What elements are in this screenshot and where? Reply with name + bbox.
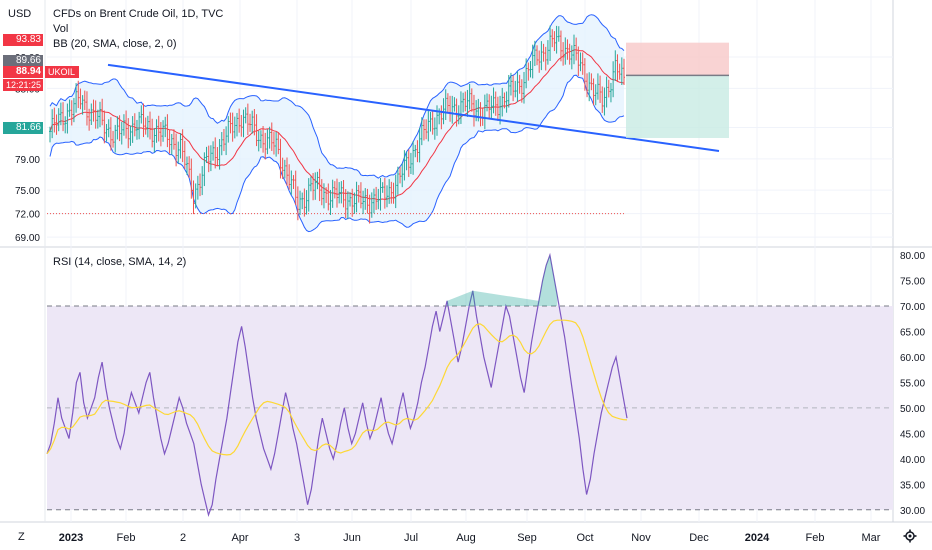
time-tick-label: Dec <box>689 532 709 544</box>
price-tick-label: 79.00 <box>15 155 40 166</box>
time-axis[interactable]: 2023 Feb 2 Apr 3 Jun Jul Aug Sep Oct Nov Dec 2024 Feb… <box>59 532 881 544</box>
rsi-legend[interactable]: RSI (14, close, SMA, 14, 2) <box>53 256 187 268</box>
bollinger-upper-line <box>49 14 625 179</box>
time-tick-label: Feb <box>117 532 136 544</box>
rsi-pane <box>46 252 893 517</box>
rsi-tick-label: 65.00 <box>900 328 925 339</box>
price-tick-label: 75.00 <box>15 186 40 197</box>
price-badge: 88.94 <box>3 66 43 78</box>
time-tick-label: Sep <box>517 532 537 544</box>
rsi-sma-line <box>46 319 628 456</box>
time-tick-label: Feb <box>806 532 825 544</box>
bollinger-legend[interactable]: BB (20, SMA, close, 2, 0) <box>53 38 177 50</box>
stop-loss-zone <box>626 42 729 76</box>
time-tick-label: Jun <box>343 532 361 544</box>
time-tick-label: Nov <box>631 532 651 544</box>
rsi-tick-label: 50.00 <box>900 404 925 415</box>
rsi-tick-label: 40.00 <box>900 455 925 466</box>
take-profit-zone <box>626 75 729 138</box>
rsi-tick-label: 55.00 <box>900 378 925 389</box>
time-tick-label: Oct <box>576 532 593 544</box>
rsi-tick-label: 35.00 <box>900 480 925 491</box>
time-tick-label: Aug <box>456 532 476 544</box>
bollinger-band-fill <box>50 14 624 232</box>
price-tick-label: 72.00 <box>15 210 40 221</box>
time-tick-label: Mar <box>862 532 881 544</box>
trendline <box>107 63 720 152</box>
rsi-tick-label: 80.00 <box>900 251 925 262</box>
time-tick-label: 2 <box>180 532 186 544</box>
rsi-tick-label: 45.00 <box>900 429 925 440</box>
time-tick-label: Jul <box>404 532 418 544</box>
bollinger-lower-line <box>49 74 625 233</box>
volume-legend[interactable]: Vol <box>53 23 69 35</box>
currency-label: USD <box>8 8 32 20</box>
time-tick-label: 2023 <box>59 532 83 544</box>
rsi-overbought-fill <box>447 255 558 306</box>
price-pane <box>47 14 729 233</box>
timezone-toggle[interactable]: Z <box>18 531 25 543</box>
time-tick-label: 2024 <box>745 532 770 544</box>
rsi-axis[interactable]: 80.00 75.00 70.00 65.00 60.00 55.00 50.00 45.00… <box>900 251 925 517</box>
time-tick-label: Apr <box>231 532 248 544</box>
rsi-tick-label: 75.00 <box>900 277 925 288</box>
price-tick-label: 69.00 <box>15 233 40 244</box>
symbol-badge: UKOIL <box>45 66 79 78</box>
bb-basis-badge: 89.66 <box>3 55 43 67</box>
gear-icon[interactable] <box>903 529 917 543</box>
chart-title: CFDs on Brent Crude Oil, 1D, TVC <box>53 8 224 20</box>
rsi-tick-label: 60.00 <box>900 353 925 364</box>
bb-upper-badge: 93.83 <box>3 34 43 46</box>
rsi-tick-label: 30.00 <box>900 506 925 517</box>
rsi-line <box>46 252 628 517</box>
time-tick-label: 3 <box>294 532 300 544</box>
rsi-tick-label: 70.00 <box>900 302 925 313</box>
countdown-badge: 12:21:25 <box>3 79 43 91</box>
bb-lower-badge: 81.66 <box>3 122 43 134</box>
